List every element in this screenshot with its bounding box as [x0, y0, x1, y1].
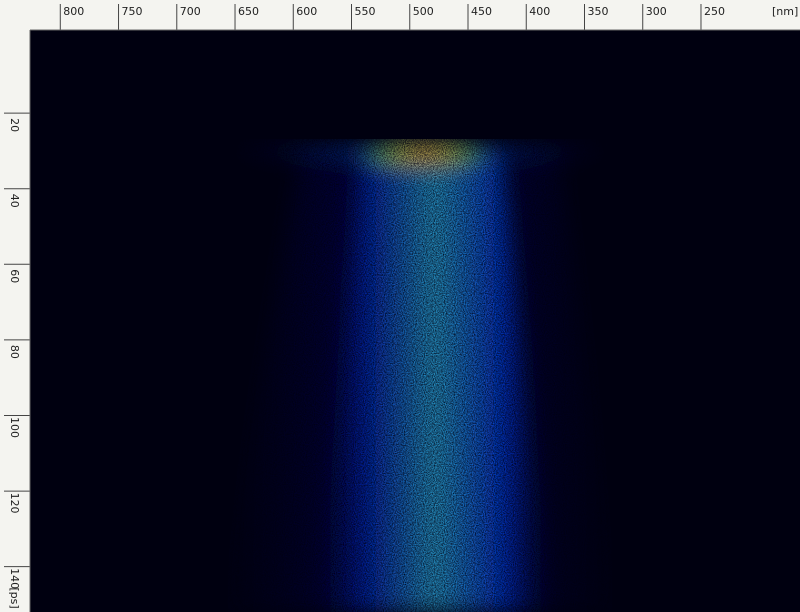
x-tick-label: 800 — [63, 5, 84, 18]
x-axis-unit: [nm] — [772, 5, 798, 18]
y-tick-label: 120 — [8, 493, 21, 514]
y-tick-label: 140 — [8, 568, 21, 589]
y-tick-label: 60 — [8, 269, 21, 283]
y-tick-label: 20 — [8, 118, 21, 132]
x-tick-label: 750 — [122, 5, 143, 18]
x-tick-label: 700 — [180, 5, 201, 18]
streak-window: 800 750 700 650 600 550 500 450 400 350 300 250 [nm]… — [0, 0, 800, 612]
x-tick-label: 600 — [296, 5, 317, 18]
y-tick-label: 40 — [8, 194, 21, 208]
y-tick-label: 80 — [8, 345, 21, 359]
y-axis-unit: [ps] — [8, 587, 21, 608]
x-tick-label: 250 — [704, 5, 725, 18]
x-tick-label: 400 — [529, 5, 550, 18]
x-tick-label: 450 — [471, 5, 492, 18]
x-tick-label: 550 — [355, 5, 376, 18]
x-tick-label: 650 — [238, 5, 259, 18]
x-tick-label: 300 — [646, 5, 667, 18]
x-tick-label: 350 — [587, 5, 608, 18]
y-tick-label: 100 — [8, 417, 21, 438]
x-tick-label: 500 — [413, 5, 434, 18]
